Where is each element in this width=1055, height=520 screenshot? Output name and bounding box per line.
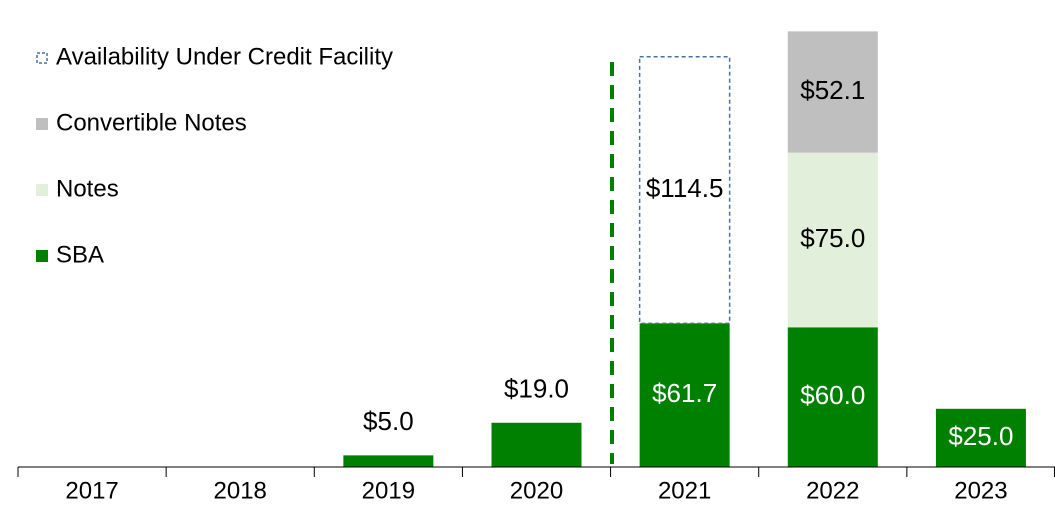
- x-tick-label: 2022: [806, 477, 859, 504]
- legend-swatch: [36, 250, 48, 262]
- x-tick-label: 2023: [954, 477, 1007, 504]
- legend-swatch: [36, 118, 48, 130]
- value-label: $25.0: [948, 421, 1013, 451]
- bar-segment: [787, 327, 878, 467]
- value-label: $5.0: [363, 406, 414, 436]
- bar-segment: [787, 31, 878, 153]
- bar-segment: [491, 422, 582, 467]
- bar-segment: [639, 323, 730, 467]
- bar-segment: [343, 455, 434, 467]
- x-tick-label: 2017: [65, 477, 118, 504]
- legend-label: Convertible Notes: [56, 109, 247, 136]
- value-label: $75.0: [800, 223, 865, 253]
- legend-label: SBA: [56, 241, 104, 268]
- bar-segment: [935, 408, 1026, 467]
- legend-swatch: [36, 52, 48, 64]
- x-tick-label: 2018: [214, 477, 267, 504]
- legend-label: Availability Under Credit Facility: [56, 43, 393, 70]
- value-label: $19.0: [504, 374, 569, 404]
- x-tick-label: 2021: [658, 477, 711, 504]
- value-label: $60.0: [800, 380, 865, 410]
- x-tick-label: 2020: [510, 477, 563, 504]
- value-label: $61.7: [652, 378, 717, 408]
- value-label: $114.5: [646, 173, 724, 203]
- legend-label: Notes: [56, 175, 119, 202]
- value-label: $52.1: [800, 75, 865, 105]
- legend-swatch: [36, 184, 48, 196]
- bar-segment: [787, 152, 878, 328]
- x-tick-label: 2019: [362, 477, 415, 504]
- bar-segment: [638, 56, 731, 325]
